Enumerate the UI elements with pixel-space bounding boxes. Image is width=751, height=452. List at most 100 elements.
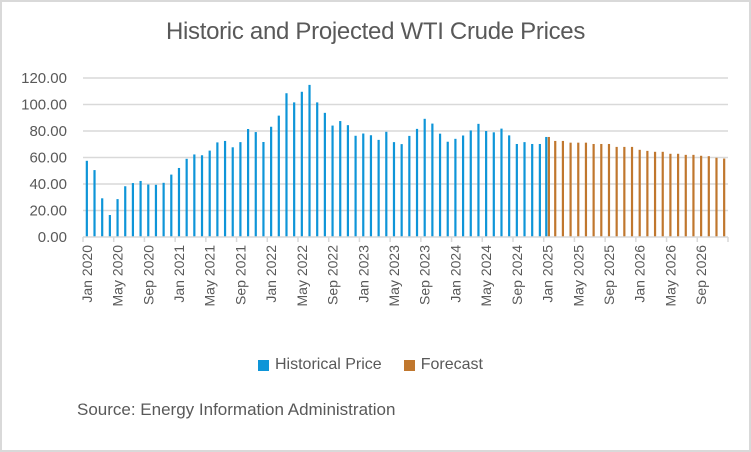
bar-historical [239, 142, 242, 237]
bars [85, 84, 726, 237]
x-tick-label: Sep 2023 [417, 245, 433, 305]
bar-historical [154, 184, 158, 237]
bar-forecast [715, 157, 718, 237]
bar-forecast [584, 142, 588, 237]
bar-historical [193, 154, 196, 237]
x-axis-tick-labels: Jan 2020 May 2020 Sep 2020 Jan 2021 May 2021… [79, 245, 709, 307]
bar-historical [331, 125, 334, 237]
x-tick-label: May 2022 [294, 245, 310, 307]
bar-historical [477, 123, 480, 237]
bar-historical [346, 125, 350, 237]
bar-forecast [676, 153, 680, 237]
legend-item-forecast[interactable]: Forecast [403, 356, 483, 374]
bar-historical [308, 84, 311, 237]
x-tick-label: Jan 2026 [632, 245, 648, 303]
bar-historical [431, 123, 434, 237]
y-tick-label: 120.00 [21, 70, 67, 87]
bar-historical [446, 141, 449, 237]
bar-historical [369, 135, 373, 237]
bar-forecast [692, 154, 695, 237]
bar-forecast [723, 158, 726, 237]
x-tick-label: Sep 2022 [325, 245, 341, 305]
x-tick-label: Sep 2025 [601, 245, 617, 305]
bar-historical [216, 142, 219, 237]
bar-historical [461, 135, 465, 237]
bar-historical [124, 186, 127, 237]
bar-historical [246, 129, 250, 237]
bar-historical [438, 133, 442, 237]
bar-forecast [607, 143, 611, 237]
bar-historical [223, 140, 227, 237]
x-tick-label: Jan 2024 [447, 245, 463, 303]
bar-forecast [600, 143, 603, 237]
bar-historical [177, 167, 181, 237]
bar-forecast [707, 156, 710, 237]
y-tick-label: 60.00 [29, 150, 67, 167]
bar-historical [377, 139, 380, 237]
bar-historical [254, 132, 257, 237]
bar-historical [208, 150, 211, 237]
legend-item-historical[interactable]: Historical Price [258, 356, 382, 374]
bar-historical [485, 131, 488, 237]
bar-forecast [646, 150, 649, 237]
bar-historical [545, 136, 548, 237]
bar-historical [200, 155, 204, 237]
y-tick-label: 80.00 [29, 123, 67, 140]
bar-historical [469, 130, 472, 237]
bar-historical [108, 215, 111, 237]
legend-label-historical: Historical Price [275, 356, 382, 373]
y-tick-label: 0.00 [38, 229, 67, 246]
bar-historical [531, 143, 534, 237]
legend-swatch-historical [258, 359, 269, 371]
bar-historical [423, 118, 426, 237]
bar-historical [316, 102, 319, 237]
bar-forecast [638, 149, 641, 237]
x-tick-label: May 2021 [202, 245, 218, 307]
bar-historical [116, 199, 119, 237]
bar-historical [285, 93, 288, 237]
x-tick-label: Jan 2025 [540, 245, 556, 303]
bar-historical [538, 143, 541, 237]
legend-label-forecast: Forecast [420, 356, 483, 373]
bar-historical [93, 170, 96, 237]
bar-forecast [684, 154, 687, 237]
bar-forecast [554, 140, 557, 237]
bar-historical [139, 180, 142, 237]
x-tick-label: Jan 2022 [263, 245, 279, 303]
legend: Historical Price Forecast [258, 356, 505, 374]
x-tick-label: Sep 2020 [140, 245, 156, 305]
chart-title: Historic and Projected WTI Crude Prices [165, 18, 586, 45]
bar-forecast [561, 140, 565, 237]
bar-historical [262, 141, 265, 237]
bar-forecast [661, 151, 664, 237]
x-tick-label: May 2026 [662, 245, 678, 307]
bar-forecast [630, 146, 634, 237]
bar-historical [147, 184, 150, 237]
bar-historical [408, 135, 411, 237]
y-tick-label: 20.00 [29, 203, 67, 220]
bar-historical [515, 143, 518, 237]
bar-forecast [653, 151, 657, 237]
bar-historical [85, 160, 88, 237]
bar-historical [392, 142, 396, 237]
bar-historical [101, 198, 104, 237]
x-tick-label: Sep 2026 [693, 245, 709, 305]
bar-historical [270, 126, 273, 237]
x-tick-label: Jan 2020 [79, 245, 95, 303]
bar-historical [500, 128, 503, 237]
bar-historical [415, 128, 419, 237]
bar-historical [523, 142, 526, 237]
bar-historical [454, 138, 457, 237]
x-axis [82, 236, 729, 242]
bar-historical [492, 132, 495, 237]
x-tick-label: Sep 2021 [232, 245, 248, 305]
source-note: Source: Energy Information Administratio… [77, 400, 396, 419]
bar-historical [339, 121, 342, 237]
bar-historical [400, 144, 403, 237]
bar-historical [185, 158, 188, 237]
bar-forecast [623, 146, 626, 237]
gridlines [83, 77, 728, 212]
x-tick-label: May 2023 [386, 245, 402, 307]
x-tick-label: May 2024 [478, 245, 494, 307]
